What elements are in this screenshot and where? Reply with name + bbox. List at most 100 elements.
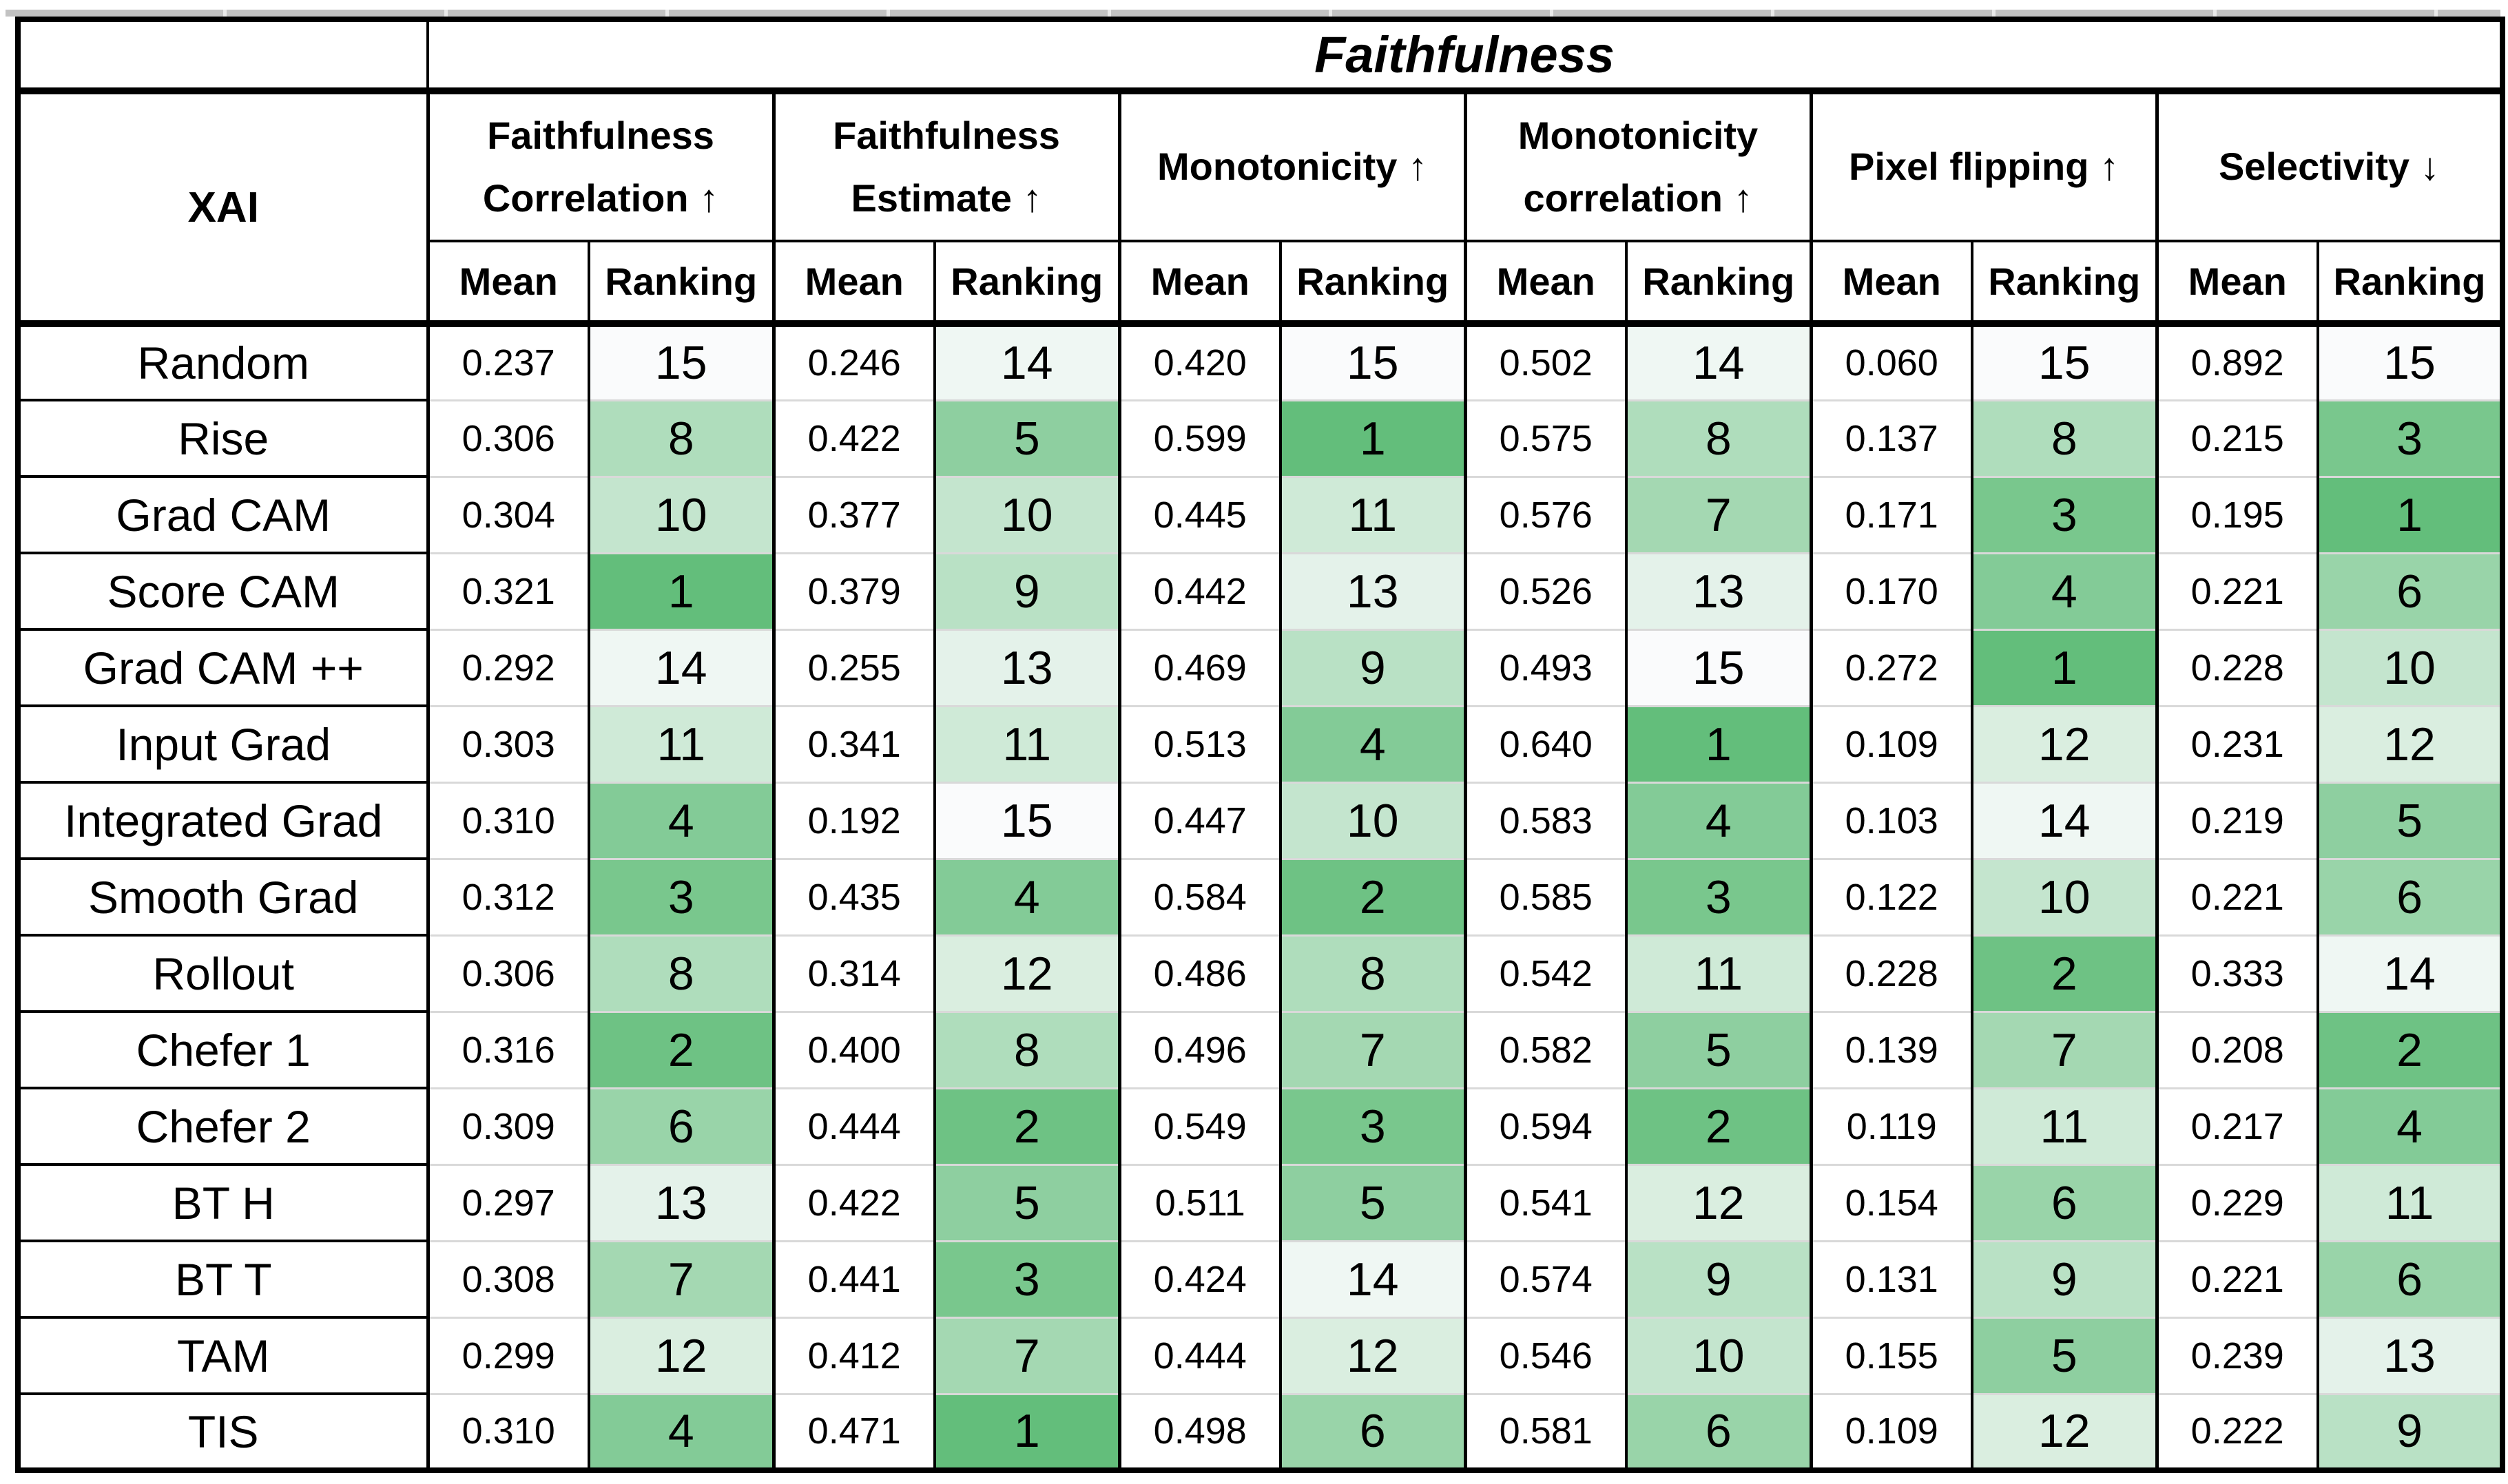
mean-cell-faithfulness-estimate[interactable]: 0.400	[771, 1010, 935, 1088]
ranking-cell-selectivity[interactable]: 6	[2317, 552, 2502, 629]
mean-cell-selectivity[interactable]: 0.239	[2155, 1316, 2318, 1394]
mean-cell-pixel-flipping[interactable]: 0.060	[1809, 322, 1972, 400]
method-cell[interactable]: TAM	[18, 1316, 429, 1394]
ranking-cell-faithfulness-estimate[interactable]: 9	[933, 552, 1119, 629]
mean-cell-faithfulness-correlation[interactable]: 0.304	[426, 475, 589, 553]
ranking-cell-monotonicity[interactable]: 8	[1279, 934, 1465, 1012]
ranking-cell-monotonicity[interactable]: 2	[1279, 857, 1465, 935]
mean-subheader-monotonicity[interactable]: Mean	[1117, 241, 1281, 327]
mean-cell-faithfulness-correlation[interactable]: 0.237	[426, 322, 589, 400]
mean-cell-monotonicity-correlation[interactable]: 0.493	[1463, 628, 1626, 706]
mean-cell-selectivity[interactable]: 0.221	[2155, 857, 2318, 935]
xai-column-header[interactable]: XAI	[18, 91, 429, 327]
mean-cell-faithfulness-estimate[interactable]: 0.412	[771, 1316, 935, 1394]
method-cell[interactable]: BT H	[18, 1163, 429, 1241]
ranking-cell-pixel-flipping[interactable]: 10	[1971, 857, 2157, 935]
method-cell[interactable]: Rollout	[18, 934, 429, 1012]
method-cell[interactable]: Chefer 2	[18, 1087, 429, 1164]
mean-cell-selectivity[interactable]: 0.215	[2155, 399, 2318, 477]
ranking-cell-selectivity[interactable]: 4	[2317, 1087, 2502, 1164]
method-cell[interactable]: Input Grad	[18, 704, 429, 782]
mean-cell-monotonicity-correlation[interactable]: 0.581	[1463, 1392, 1626, 1470]
mean-subheader-monotonicity-correlation[interactable]: Mean	[1463, 241, 1626, 327]
ranking-cell-selectivity[interactable]: 11	[2317, 1163, 2502, 1241]
ranking-cell-faithfulness-correlation[interactable]: 2	[588, 1010, 774, 1088]
mean-cell-pixel-flipping[interactable]: 0.155	[1809, 1316, 1972, 1394]
ranking-cell-monotonicity[interactable]: 13	[1279, 552, 1465, 629]
mean-cell-pixel-flipping[interactable]: 0.139	[1809, 1010, 1972, 1088]
ranking-cell-pixel-flipping[interactable]: 8	[1971, 399, 2157, 477]
ranking-cell-monotonicity-correlation[interactable]: 2	[1625, 1087, 1811, 1164]
ranking-cell-monotonicity[interactable]: 10	[1279, 781, 1465, 859]
mean-cell-selectivity[interactable]: 0.217	[2155, 1087, 2318, 1164]
ranking-subheader-monotonicity-correlation[interactable]: Ranking	[1625, 241, 1811, 327]
mean-cell-faithfulness-estimate[interactable]: 0.422	[771, 1163, 935, 1241]
mean-cell-pixel-flipping[interactable]: 0.122	[1809, 857, 1972, 935]
ranking-cell-pixel-flipping[interactable]: 14	[1971, 781, 2157, 859]
mean-cell-selectivity[interactable]: 0.222	[2155, 1392, 2318, 1470]
mean-cell-monotonicity[interactable]: 0.599	[1117, 399, 1281, 477]
mean-cell-pixel-flipping[interactable]: 0.228	[1809, 934, 1972, 1012]
ranking-cell-monotonicity-correlation[interactable]: 9	[1625, 1240, 1811, 1317]
ranking-cell-monotonicity[interactable]: 5	[1279, 1163, 1465, 1241]
mean-cell-selectivity[interactable]: 0.892	[2155, 322, 2318, 400]
mean-cell-monotonicity[interactable]: 0.513	[1117, 704, 1281, 782]
mean-cell-pixel-flipping[interactable]: 0.103	[1809, 781, 1972, 859]
ranking-cell-pixel-flipping[interactable]: 3	[1971, 475, 2157, 553]
method-cell[interactable]: Integrated Grad	[18, 781, 429, 859]
ranking-subheader-faithfulness-estimate[interactable]: Ranking	[933, 241, 1119, 327]
ranking-cell-faithfulness-estimate[interactable]: 14	[933, 322, 1119, 400]
ranking-cell-faithfulness-correlation[interactable]: 12	[588, 1316, 774, 1394]
mean-cell-monotonicity-correlation[interactable]: 0.585	[1463, 857, 1626, 935]
mean-cell-selectivity[interactable]: 0.221	[2155, 1240, 2318, 1317]
mean-cell-monotonicity-correlation[interactable]: 0.640	[1463, 704, 1626, 782]
ranking-cell-monotonicity[interactable]: 7	[1279, 1010, 1465, 1088]
mean-cell-pixel-flipping[interactable]: 0.170	[1809, 552, 1972, 629]
mean-cell-monotonicity[interactable]: 0.549	[1117, 1087, 1281, 1164]
mean-cell-pixel-flipping[interactable]: 0.272	[1809, 628, 1972, 706]
ranking-cell-monotonicity-correlation[interactable]: 5	[1625, 1010, 1811, 1088]
mean-cell-monotonicity[interactable]: 0.424	[1117, 1240, 1281, 1317]
mean-cell-faithfulness-correlation[interactable]: 0.308	[426, 1240, 589, 1317]
mean-subheader-pixel-flipping[interactable]: Mean	[1809, 241, 1972, 327]
mean-cell-faithfulness-estimate[interactable]: 0.379	[771, 552, 935, 629]
ranking-cell-monotonicity-correlation[interactable]: 1	[1625, 704, 1811, 782]
ranking-cell-selectivity[interactable]: 10	[2317, 628, 2502, 706]
mean-cell-monotonicity-correlation[interactable]: 0.541	[1463, 1163, 1626, 1241]
mean-cell-monotonicity[interactable]: 0.469	[1117, 628, 1281, 706]
ranking-cell-pixel-flipping[interactable]: 11	[1971, 1087, 2157, 1164]
ranking-cell-faithfulness-estimate[interactable]: 5	[933, 399, 1119, 477]
mean-cell-monotonicity-correlation[interactable]: 0.546	[1463, 1316, 1626, 1394]
ranking-cell-faithfulness-estimate[interactable]: 8	[933, 1010, 1119, 1088]
ranking-cell-selectivity[interactable]: 13	[2317, 1316, 2502, 1394]
ranking-cell-faithfulness-correlation[interactable]: 13	[588, 1163, 774, 1241]
ranking-cell-monotonicity-correlation[interactable]: 10	[1625, 1316, 1811, 1394]
ranking-cell-faithfulness-estimate[interactable]: 10	[933, 475, 1119, 553]
mean-cell-faithfulness-correlation[interactable]: 0.321	[426, 552, 589, 629]
metric-header-monotonicity-correlation[interactable]: Monotonicity correlation ↑	[1463, 91, 1811, 242]
ranking-cell-faithfulness-estimate[interactable]: 5	[933, 1163, 1119, 1241]
ranking-cell-pixel-flipping[interactable]: 15	[1971, 322, 2157, 400]
ranking-cell-pixel-flipping[interactable]: 5	[1971, 1316, 2157, 1394]
method-cell[interactable]: Grad CAM	[18, 475, 429, 553]
ranking-cell-selectivity[interactable]: 1	[2317, 475, 2502, 553]
ranking-cell-faithfulness-correlation[interactable]: 10	[588, 475, 774, 553]
ranking-cell-monotonicity[interactable]: 12	[1279, 1316, 1465, 1394]
ranking-cell-faithfulness-estimate[interactable]: 15	[933, 781, 1119, 859]
mean-cell-selectivity[interactable]: 0.229	[2155, 1163, 2318, 1241]
mean-cell-faithfulness-estimate[interactable]: 0.255	[771, 628, 935, 706]
mean-cell-faithfulness-estimate[interactable]: 0.422	[771, 399, 935, 477]
ranking-cell-selectivity[interactable]: 12	[2317, 704, 2502, 782]
mean-cell-monotonicity-correlation[interactable]: 0.583	[1463, 781, 1626, 859]
mean-subheader-faithfulness-estimate[interactable]: Mean	[771, 241, 935, 327]
mean-cell-faithfulness-correlation[interactable]: 0.297	[426, 1163, 589, 1241]
ranking-cell-faithfulness-estimate[interactable]: 13	[933, 628, 1119, 706]
ranking-cell-monotonicity-correlation[interactable]: 11	[1625, 934, 1811, 1012]
ranking-cell-pixel-flipping[interactable]: 7	[1971, 1010, 2157, 1088]
mean-cell-faithfulness-correlation[interactable]: 0.306	[426, 934, 589, 1012]
ranking-cell-selectivity[interactable]: 5	[2317, 781, 2502, 859]
mean-cell-monotonicity[interactable]: 0.496	[1117, 1010, 1281, 1088]
metric-header-monotonicity[interactable]: Monotonicity ↑	[1117, 91, 1465, 242]
mean-cell-monotonicity-correlation[interactable]: 0.502	[1463, 322, 1626, 400]
ranking-cell-faithfulness-correlation[interactable]: 6	[588, 1087, 774, 1164]
